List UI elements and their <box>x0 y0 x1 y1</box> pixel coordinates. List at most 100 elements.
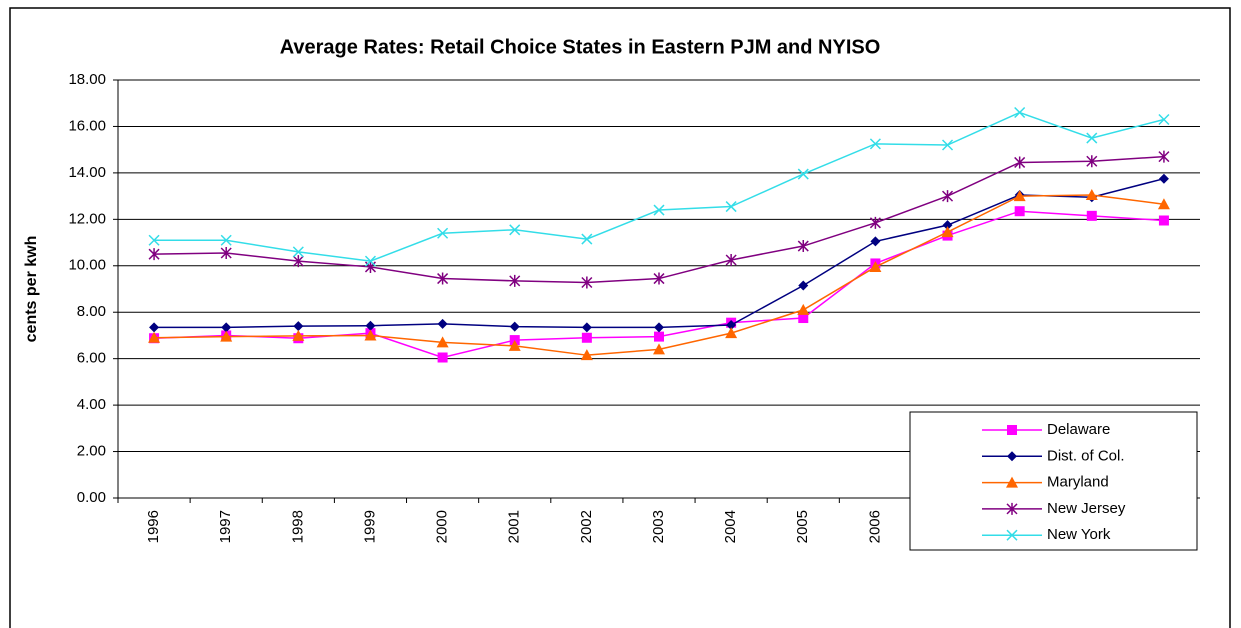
marker <box>1158 150 1170 163</box>
x-tick-label: 1998 <box>289 510 306 543</box>
marker <box>437 352 448 363</box>
marker <box>654 322 664 333</box>
marker <box>1158 215 1169 226</box>
marker <box>1158 173 1169 184</box>
marker <box>1086 210 1097 221</box>
marker <box>149 322 160 333</box>
marker <box>1014 206 1025 217</box>
marker <box>1014 106 1026 119</box>
marker <box>580 349 593 361</box>
y-tick-label: 8.00 <box>77 303 106 320</box>
marker <box>509 321 520 332</box>
x-tick-label: 1996 <box>145 510 162 543</box>
marker <box>1014 156 1026 169</box>
legend-label: Delaware <box>1047 421 1110 438</box>
marker <box>148 248 160 261</box>
legend-label: New York <box>1047 526 1111 543</box>
marker <box>364 329 377 341</box>
marker <box>797 303 810 315</box>
marker <box>725 253 737 266</box>
y-tick-label: 4.00 <box>77 396 106 413</box>
y-tick-label: 12.00 <box>68 210 106 227</box>
x-tick-label: 2001 <box>506 510 523 543</box>
x-tick-label: 2005 <box>794 510 811 543</box>
marker <box>437 272 449 285</box>
marker <box>293 321 304 332</box>
marker <box>725 327 738 339</box>
marker <box>869 138 881 150</box>
x-tick-label: 1999 <box>361 510 378 543</box>
y-tick-label: 16.00 <box>68 117 106 134</box>
marker <box>653 343 665 355</box>
marker <box>797 168 809 180</box>
marker <box>726 319 737 330</box>
marker <box>148 331 161 343</box>
marker <box>870 236 881 247</box>
marker <box>220 234 232 246</box>
marker <box>1013 190 1026 202</box>
y-tick-label: 2.00 <box>77 443 106 460</box>
marker <box>1086 155 1098 168</box>
marker <box>1086 132 1098 144</box>
marker <box>581 233 593 245</box>
marker <box>509 224 521 236</box>
marker <box>942 190 954 203</box>
marker <box>436 336 449 348</box>
marker <box>509 274 521 287</box>
marker <box>1006 529 1018 541</box>
x-tick-label: 2002 <box>578 510 595 543</box>
legend-label: Dist. of Col. <box>1047 447 1125 464</box>
y-tick-label: 6.00 <box>77 350 106 367</box>
marker <box>148 234 160 246</box>
marker <box>1085 188 1098 200</box>
marker <box>1006 476 1018 488</box>
marker <box>1007 451 1017 462</box>
marker <box>292 329 305 341</box>
y-tick-label: 10.00 <box>68 257 106 274</box>
chart-title: Average Rates: Retail Choice States in E… <box>280 36 881 58</box>
marker <box>1158 113 1170 126</box>
x-tick-label: 2004 <box>722 510 739 543</box>
marker <box>221 322 232 333</box>
y-axis-label: cents per kwh <box>23 236 40 343</box>
marker <box>725 201 737 213</box>
marker <box>292 255 304 268</box>
marker <box>220 247 232 260</box>
marker <box>1157 198 1170 210</box>
series-line <box>154 111 1165 262</box>
marker <box>869 260 882 272</box>
marker <box>220 330 233 342</box>
chart-border <box>9 7 1231 628</box>
y-tick-label: 14.00 <box>68 164 106 181</box>
legend-box <box>909 411 1198 551</box>
y-tick-label: 18.00 <box>68 71 106 88</box>
x-tick-label: 2003 <box>650 510 667 543</box>
marker <box>292 246 304 258</box>
y-tick-label: 0.00 <box>77 489 106 506</box>
x-tick-label: 2006 <box>866 510 883 543</box>
x-tick-label: 2000 <box>434 510 451 543</box>
legend-label: New Jersey <box>1047 500 1126 517</box>
marker <box>654 331 664 342</box>
marker <box>1006 502 1018 515</box>
marker <box>365 320 376 331</box>
marker <box>1007 425 1017 435</box>
marker <box>869 216 881 229</box>
marker <box>364 255 376 267</box>
marker <box>942 139 954 151</box>
marker <box>942 220 953 231</box>
marker <box>508 339 521 351</box>
marker <box>797 240 809 253</box>
marker <box>798 313 809 324</box>
marker <box>437 318 448 329</box>
marker <box>581 276 593 289</box>
marker <box>941 226 954 238</box>
marker <box>798 280 809 291</box>
x-tick-label: 1997 <box>217 510 234 543</box>
marker <box>437 227 449 239</box>
marker <box>581 332 592 343</box>
marker <box>653 272 665 285</box>
marker <box>653 204 665 216</box>
marker <box>581 322 592 333</box>
